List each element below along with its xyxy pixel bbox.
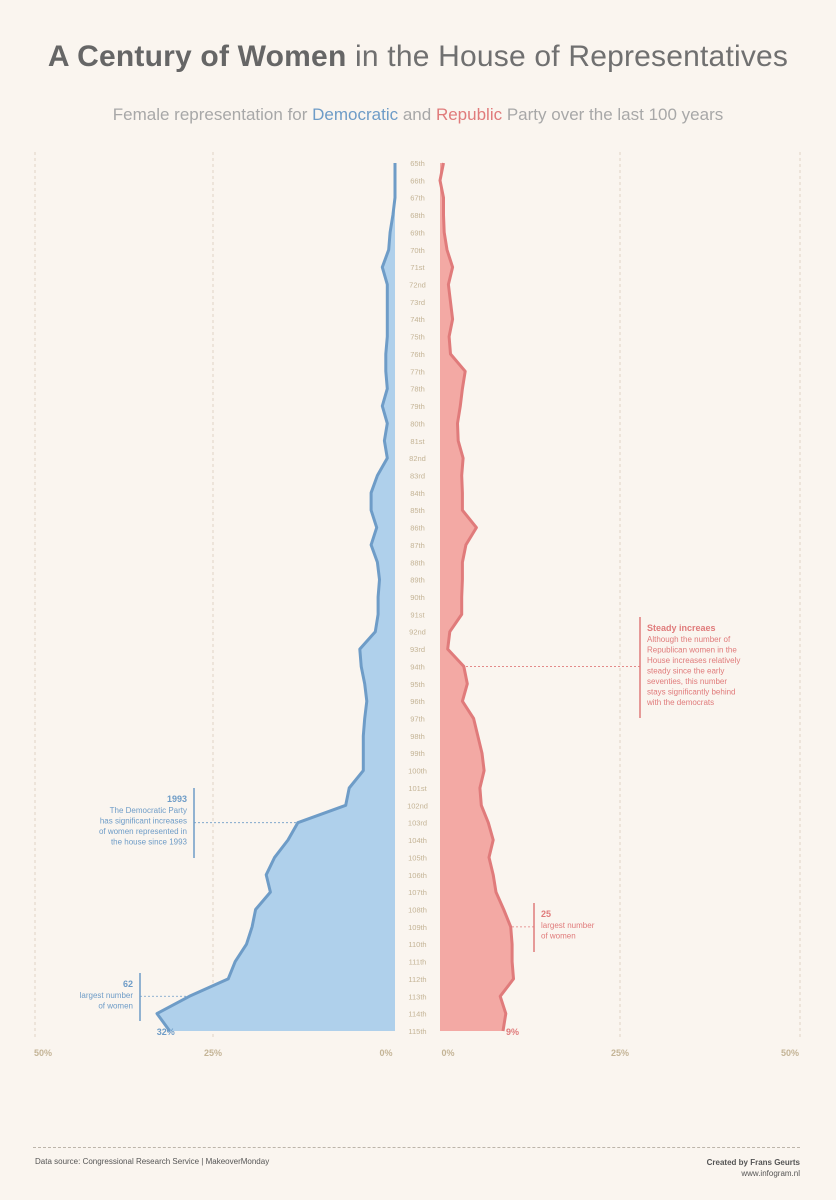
annotation-text: with the democrats xyxy=(646,698,714,707)
congress-label: 93rd xyxy=(410,645,425,654)
congress-label: 84th xyxy=(410,489,425,498)
congress-label: 74th xyxy=(410,315,425,324)
congress-label: 103rd xyxy=(408,819,427,828)
annotation-text: has significant increases xyxy=(100,817,187,826)
annotation-title: 1993 xyxy=(167,794,187,804)
congress-label: 91st xyxy=(410,610,425,619)
congress-label: 95th xyxy=(410,680,425,689)
democratic-area xyxy=(157,163,395,1031)
annotation-text: of women represented in xyxy=(99,827,187,836)
annotation-text: of women xyxy=(98,1002,133,1011)
congress-label: 68th xyxy=(410,211,425,220)
congress-label: 80th xyxy=(410,419,425,428)
democratic-end-label: 32% xyxy=(157,1027,175,1037)
annotation-text: seventies, this number xyxy=(647,677,727,686)
left-tick-label: 50% xyxy=(34,1048,52,1058)
congress-label: 67th xyxy=(410,194,425,203)
congress-label: 97th xyxy=(410,715,425,724)
footer-divider xyxy=(33,1147,800,1148)
congress-label: 69th xyxy=(410,228,425,237)
annotation-text: the house since 1993 xyxy=(111,838,188,847)
right-tick-label: 50% xyxy=(781,1048,799,1058)
congress-label: 79th xyxy=(410,402,425,411)
subtitle-and: and xyxy=(402,105,432,124)
congress-label: 96th xyxy=(410,697,425,706)
congress-label: 102nd xyxy=(407,801,428,810)
congress-label: 86th xyxy=(410,524,425,533)
left-tick-label: 0% xyxy=(379,1048,392,1058)
congress-label: 83rd xyxy=(410,471,425,480)
congress-label: 81st xyxy=(410,437,425,446)
congress-label: 73rd xyxy=(410,298,425,307)
democratic-line xyxy=(155,163,397,1032)
title-rest: in the House of Representatives xyxy=(355,40,789,73)
congress-label: 90th xyxy=(410,593,425,602)
congress-label: 110th xyxy=(408,940,426,949)
annotation-title: 62 xyxy=(123,979,133,989)
congress-label: 107th xyxy=(408,888,427,897)
annotation-text: House increases relatively xyxy=(647,656,740,665)
congress-label: 111th xyxy=(409,958,427,967)
congress-label: 99th xyxy=(410,749,425,758)
congress-label: 75th xyxy=(410,333,425,342)
annotation-text: largest number xyxy=(541,921,595,930)
annotation-title: Steady increaes xyxy=(647,623,716,633)
congress-label: 108th xyxy=(408,905,427,914)
congress-label: 72nd xyxy=(409,281,426,290)
right-tick-label: 25% xyxy=(611,1048,629,1058)
footer-credit-block: Created by Frans Geurts www.infogram.nl xyxy=(707,1157,800,1179)
creator-url: www.infogram.nl xyxy=(741,1169,800,1178)
republican-area xyxy=(440,163,514,1031)
congress-label: 76th xyxy=(410,350,425,359)
annotation-text: largest number xyxy=(80,991,134,1000)
congress-label: 88th xyxy=(410,558,425,567)
republican-line xyxy=(438,162,515,1032)
data-source: Data source: Congressional Research Serv… xyxy=(35,1157,270,1166)
congress-label: 92nd xyxy=(409,628,426,637)
butterfly-chart: 65th 66th 67th 68th 69th 70th 71st 72nd 73rd 74th… xyxy=(34,152,801,1058)
congress-label: 114th xyxy=(408,1010,426,1019)
annotation-text: of women xyxy=(541,932,576,941)
left-tick-label: 25% xyxy=(204,1048,222,1058)
chart-title: A Century of Women in the House of Repre… xyxy=(0,40,836,74)
congress-label: 112th xyxy=(408,975,426,984)
congress-label: 100th xyxy=(408,767,427,776)
congress-label: 105th xyxy=(408,853,427,862)
subtitle-republican: Republic xyxy=(435,105,503,124)
congress-label: 85th xyxy=(410,506,425,515)
congress-label: 101st xyxy=(408,784,427,793)
congress-label: 94th xyxy=(410,662,425,671)
congress-label: 82nd xyxy=(409,454,426,463)
creator-credit: Created by Frans Geurts xyxy=(706,1158,800,1167)
annotation-text: stays significantly behind xyxy=(647,688,736,697)
congress-label: 89th xyxy=(410,576,425,585)
congress-label: 109th xyxy=(408,923,427,932)
congress-label: 78th xyxy=(410,385,425,394)
congress-label: 104th xyxy=(408,836,427,845)
subtitle-post: Party over the last 100 years xyxy=(506,105,724,124)
congress-label: 115th xyxy=(408,1027,426,1036)
congress-label: 65th xyxy=(410,159,425,168)
congress-label: 70th xyxy=(410,246,425,255)
title-bold: A Century of Women xyxy=(47,40,347,73)
congress-label: 98th xyxy=(410,732,425,741)
annotation-title: 25 xyxy=(541,909,551,919)
chart-subtitle: Female representation for Democratic and… xyxy=(0,105,836,125)
annotation-text: Republican women in the xyxy=(647,646,737,655)
congress-label: 87th xyxy=(410,541,425,550)
congress-label: 77th xyxy=(410,367,425,376)
republican-end-label: 9% xyxy=(506,1027,519,1037)
annotation-text: Although the number of xyxy=(647,635,731,644)
subtitle-democratic: Democratic xyxy=(312,105,399,124)
annotation-text: steady since the early xyxy=(647,667,724,676)
congress-label: 71st xyxy=(410,263,425,272)
congress-label: 113th xyxy=(408,992,426,1001)
congress-label: 106th xyxy=(408,871,427,880)
subtitle-pre: Female representation for xyxy=(112,105,308,124)
annotation-text: The Democratic Party xyxy=(110,806,187,815)
right-tick-label: 0% xyxy=(441,1048,454,1058)
congress-label: 66th xyxy=(410,176,425,185)
